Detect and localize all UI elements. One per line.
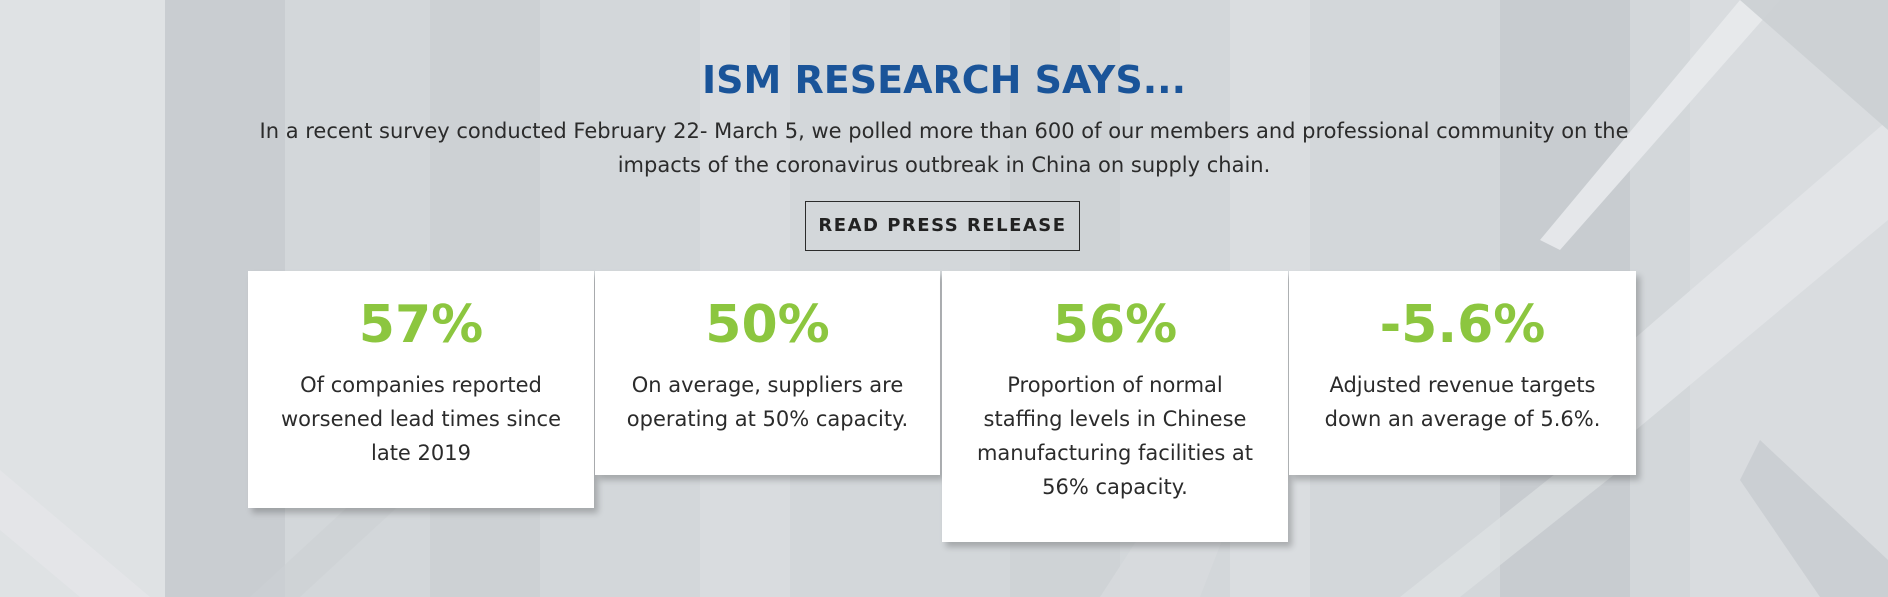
stat-card: 56% Proportion of normal staffing levels… <box>942 271 1288 542</box>
stat-description: On average, suppliers are operating at 5… <box>626 373 909 431</box>
stat-value: -5.6% <box>1379 295 1546 355</box>
stat-card: 50% On average, suppliers are operating … <box>595 271 940 475</box>
stat-value: 50% <box>705 295 830 355</box>
read-press-release-button[interactable]: READ PRESS RELEASE <box>805 201 1080 251</box>
stat-description: Of companies reported worsened lead time… <box>281 373 561 465</box>
stat-value: 57% <box>358 295 484 355</box>
stat-card: 57% Of companies reported worsened lead … <box>248 271 594 508</box>
stat-value: 56% <box>1052 295 1178 355</box>
stat-description: Proportion of normal staffing levels in … <box>976 373 1254 499</box>
stat-description: Adjusted revenue targets down an average… <box>1324 373 1601 431</box>
intro-paragraph: In a recent survey conducted February 22… <box>259 119 1629 177</box>
stat-card: -5.6% Adjusted revenue targets down an a… <box>1289 271 1636 475</box>
section-headline: ISM RESEARCH SAYS... <box>701 58 1187 102</box>
